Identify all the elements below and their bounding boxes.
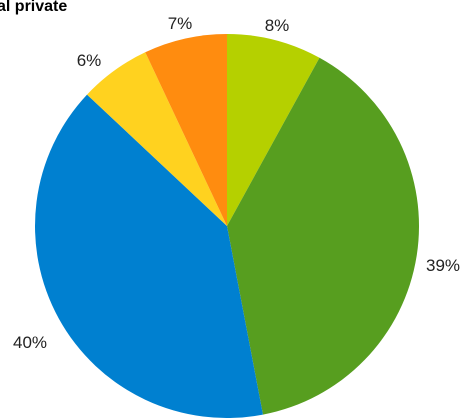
pie-slices (35, 34, 420, 418)
pie-slice (145, 34, 227, 226)
slice-percent-label: 6% (77, 51, 102, 70)
slice-percent-label: 7% (168, 14, 193, 33)
pie-slice (227, 34, 320, 226)
pie-slice (227, 57, 420, 415)
pie-labels: 8% 39% 40% 6% 7% (13, 14, 460, 352)
chart-title: al private (0, 0, 68, 15)
pie-slice (35, 94, 263, 418)
pie-slice (87, 52, 227, 226)
slice-percent-label: 8% (265, 16, 290, 35)
slice-percent-label: 40% (13, 333, 47, 352)
slice-percent-label: 39% (426, 256, 460, 275)
